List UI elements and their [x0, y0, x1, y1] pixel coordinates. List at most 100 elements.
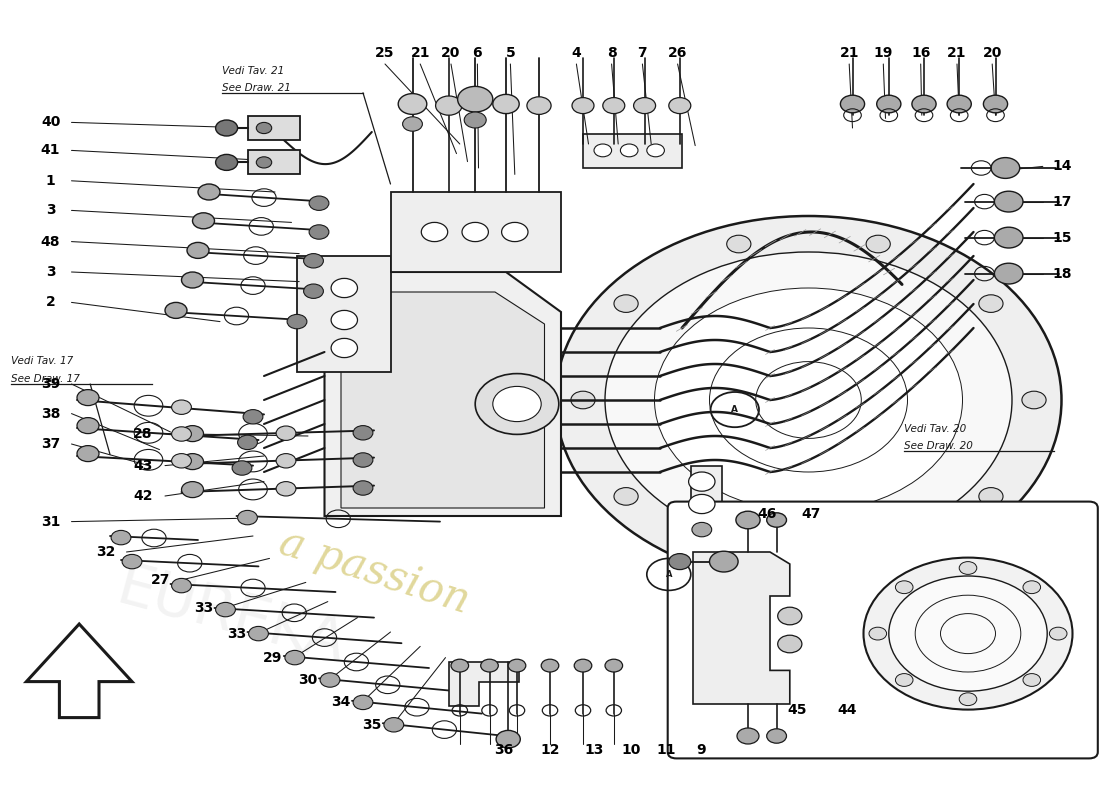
Text: A: A: [732, 405, 738, 414]
Circle shape: [1049, 627, 1067, 640]
Circle shape: [331, 338, 358, 358]
Circle shape: [979, 487, 1003, 505]
Circle shape: [994, 191, 1023, 212]
Text: 20: 20: [982, 46, 1002, 60]
Text: 4: 4: [572, 46, 581, 60]
Polygon shape: [26, 624, 132, 718]
Text: 32: 32: [96, 545, 115, 559]
Polygon shape: [341, 292, 544, 508]
Text: 20: 20: [441, 46, 461, 60]
Circle shape: [353, 695, 373, 710]
Circle shape: [182, 426, 204, 442]
Text: A: A: [666, 570, 672, 579]
Text: 44: 44: [837, 703, 857, 718]
Text: 2: 2: [46, 295, 55, 310]
Polygon shape: [693, 552, 790, 704]
Bar: [583, 134, 682, 168]
Circle shape: [864, 558, 1072, 710]
Circle shape: [959, 562, 977, 574]
Circle shape: [840, 95, 865, 113]
Text: 8: 8: [607, 46, 616, 60]
Circle shape: [309, 225, 329, 239]
Text: See Draw. 21: See Draw. 21: [222, 82, 292, 93]
Circle shape: [979, 295, 1003, 313]
Circle shape: [238, 435, 257, 450]
Text: 10: 10: [621, 743, 641, 758]
Circle shape: [614, 487, 638, 505]
Circle shape: [994, 263, 1023, 284]
Text: 43: 43: [133, 458, 153, 473]
Text: 42: 42: [133, 489, 153, 503]
Text: 1: 1: [46, 174, 55, 188]
Circle shape: [493, 94, 519, 114]
Circle shape: [778, 607, 802, 625]
Circle shape: [689, 472, 715, 491]
Circle shape: [991, 158, 1020, 178]
Text: 38: 38: [41, 406, 60, 421]
Text: See Draw. 17: See Draw. 17: [11, 374, 80, 384]
Text: 7: 7: [638, 46, 647, 60]
Circle shape: [527, 97, 551, 114]
Circle shape: [493, 386, 541, 422]
Circle shape: [436, 96, 462, 115]
Text: 14: 14: [1053, 159, 1072, 174]
Circle shape: [331, 278, 358, 298]
Circle shape: [320, 673, 340, 687]
Circle shape: [634, 98, 656, 114]
Text: 31: 31: [41, 514, 60, 529]
Circle shape: [737, 728, 759, 744]
Circle shape: [331, 310, 358, 330]
Circle shape: [603, 98, 625, 114]
Circle shape: [398, 94, 427, 114]
Text: 3: 3: [46, 203, 55, 218]
Text: 3: 3: [46, 265, 55, 279]
Text: 13: 13: [584, 743, 604, 758]
Circle shape: [464, 112, 486, 128]
Circle shape: [571, 391, 595, 409]
Circle shape: [182, 272, 204, 288]
Bar: [297, 256, 390, 372]
Circle shape: [182, 454, 204, 470]
Circle shape: [165, 302, 187, 318]
Circle shape: [669, 554, 691, 570]
Circle shape: [605, 252, 1012, 548]
Circle shape: [276, 482, 296, 496]
Bar: [248, 150, 300, 174]
Circle shape: [238, 510, 257, 525]
Circle shape: [216, 602, 235, 617]
Text: See Draw. 20: See Draw. 20: [904, 442, 974, 451]
Circle shape: [462, 222, 488, 242]
Circle shape: [994, 227, 1023, 248]
Circle shape: [249, 626, 268, 641]
Circle shape: [384, 718, 404, 732]
Circle shape: [647, 144, 664, 157]
Text: a passion: a passion: [274, 522, 474, 622]
Text: 47: 47: [801, 506, 821, 521]
Circle shape: [983, 95, 1008, 113]
Circle shape: [889, 576, 1047, 691]
Circle shape: [866, 235, 890, 253]
Circle shape: [172, 578, 191, 593]
Circle shape: [182, 482, 204, 498]
Text: 29: 29: [263, 650, 283, 665]
Circle shape: [767, 513, 786, 527]
Circle shape: [77, 390, 99, 406]
Circle shape: [187, 242, 209, 258]
Circle shape: [866, 547, 890, 565]
Circle shape: [669, 98, 691, 114]
FancyBboxPatch shape: [668, 502, 1098, 758]
Text: 19: 19: [873, 46, 893, 60]
Text: 28: 28: [133, 426, 153, 441]
Circle shape: [654, 288, 962, 512]
Text: Vedi Tav. 21: Vedi Tav. 21: [222, 66, 285, 76]
Circle shape: [198, 184, 220, 200]
Circle shape: [77, 446, 99, 462]
Text: 39: 39: [41, 377, 60, 391]
Circle shape: [111, 530, 131, 545]
Circle shape: [959, 693, 977, 706]
Circle shape: [216, 154, 238, 170]
Text: 34: 34: [331, 695, 351, 710]
Text: 11: 11: [657, 743, 676, 758]
Circle shape: [309, 196, 329, 210]
Circle shape: [256, 157, 272, 168]
